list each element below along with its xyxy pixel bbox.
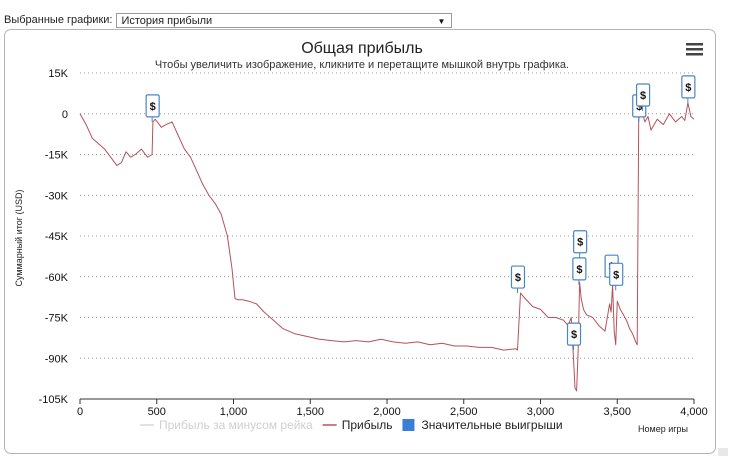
x-tick-label: 3,000: [527, 406, 555, 418]
chart-selector-label: Выбранные графики:: [4, 14, 113, 26]
big-win-marker[interactable]: $: [681, 75, 696, 103]
big-win-marker[interactable]: $: [573, 230, 588, 258]
chart-selector-bar: Выбранные графики: История прибыли ▼: [4, 11, 453, 29]
chart-legend: Прибыль за минусом рейка Прибыль Значитель…: [140, 418, 563, 432]
chart-menu-icon[interactable]: [686, 43, 703, 56]
big-win-marker-label: $: [576, 264, 582, 276]
y-tick-label: -15K: [45, 150, 69, 162]
big-win-marker-label: $: [150, 101, 156, 113]
x-axis-label: Номер игры: [638, 424, 688, 434]
legend-item[interactable]: Прибыль за минусом рейка: [140, 418, 313, 432]
big-win-marker[interactable]: $: [572, 257, 587, 285]
legend-label: Прибыль: [342, 418, 393, 432]
y-tick-label: -90K: [45, 353, 69, 365]
big-win-marker-label: $: [613, 269, 619, 281]
big-win-marker[interactable]: $: [566, 322, 582, 351]
legend-label: Значительные выигрыши: [421, 418, 562, 432]
chart-selector-dropdown[interactable]: История прибыли ▼: [116, 12, 453, 28]
y-tick-label: 0: [62, 109, 68, 121]
y-tick-label: -60K: [45, 272, 69, 284]
x-tick-label: 500: [148, 406, 166, 418]
big-win-marker[interactable]: $: [609, 262, 624, 291]
y-tick-label: -45K: [45, 231, 69, 243]
scrollbar-corner: [718, 448, 728, 456]
x-tick-label: 1,500: [296, 406, 324, 418]
big-win-marker-label: $: [571, 329, 577, 341]
legend-swatch: [402, 419, 415, 431]
y-tick-label: -30K: [45, 190, 69, 202]
big-win-marker-label: $: [636, 101, 642, 113]
big-win-marker[interactable]: $: [145, 94, 160, 122]
chart-panel: [4, 29, 716, 454]
chart-subtitle: Чтобы увеличить изображение, кликните и …: [155, 59, 569, 71]
dropdown-arrow-icon[interactable]: ▼: [437, 16, 446, 26]
y-axis-label: Суммарный итог (USD): [14, 189, 24, 286]
x-tick-label: 3,500: [603, 406, 631, 418]
y-tick-label: -105K: [39, 394, 69, 406]
chart-selector-value: История прибыли: [121, 14, 213, 27]
x-tick-label: 2,000: [373, 406, 401, 418]
x-tick-label: 0: [77, 406, 83, 418]
legend-item[interactable]: Значительные выигрыши: [402, 418, 563, 432]
chart-title: Общая прибыль: [301, 40, 423, 57]
big-win-marker[interactable]: $: [635, 83, 651, 112]
big-win-marker-label: $: [515, 272, 521, 284]
big-win-marker-label: $: [685, 82, 691, 94]
big-win-marker-label: $: [640, 90, 646, 102]
x-tick-label: 4,000: [680, 406, 708, 418]
legend-item[interactable]: Прибыль: [322, 418, 393, 432]
legend-label: Прибыль за минусом рейка: [159, 418, 313, 432]
big-win-marker-label: $: [577, 237, 583, 249]
x-tick-label: 2,500: [450, 406, 478, 418]
y-tick-label: -75K: [45, 313, 69, 325]
x-tick-label: 1,000: [220, 406, 248, 418]
y-tick-label: 15K: [48, 68, 68, 80]
profit-series-line[interactable]: [79, 102, 695, 392]
big-win-marker[interactable]: $: [510, 265, 526, 294]
